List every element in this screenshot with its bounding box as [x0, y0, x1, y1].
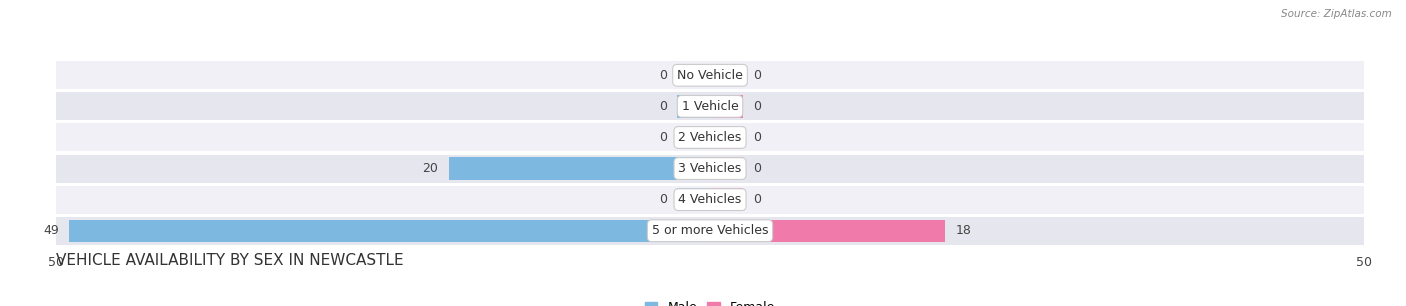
Text: 2 Vehicles: 2 Vehicles — [679, 131, 741, 144]
Text: 20: 20 — [422, 162, 439, 175]
Text: 49: 49 — [44, 224, 59, 237]
Text: 0: 0 — [659, 100, 666, 113]
Bar — [56, 155, 1364, 183]
Text: 1 Vehicle: 1 Vehicle — [682, 100, 738, 113]
Bar — [678, 64, 710, 87]
Text: 0: 0 — [659, 69, 666, 82]
Text: No Vehicle: No Vehicle — [678, 69, 742, 82]
Text: 0: 0 — [754, 193, 761, 206]
Legend: Male, Female: Male, Female — [640, 296, 780, 306]
Bar — [710, 188, 742, 211]
Bar — [710, 219, 945, 242]
Text: 0: 0 — [659, 131, 666, 144]
Bar — [710, 126, 742, 149]
Text: 0: 0 — [659, 193, 666, 206]
Text: 4 Vehicles: 4 Vehicles — [679, 193, 741, 206]
Text: 3 Vehicles: 3 Vehicles — [679, 162, 741, 175]
Text: Source: ZipAtlas.com: Source: ZipAtlas.com — [1281, 9, 1392, 19]
Bar — [56, 61, 1364, 89]
Text: 0: 0 — [754, 162, 761, 175]
Text: 5 or more Vehicles: 5 or more Vehicles — [652, 224, 768, 237]
Bar — [678, 95, 710, 118]
Bar — [710, 95, 742, 118]
Bar — [56, 186, 1364, 214]
Text: 0: 0 — [754, 69, 761, 82]
Bar — [56, 123, 1364, 151]
Bar — [56, 217, 1364, 245]
Bar — [678, 126, 710, 149]
Text: 18: 18 — [956, 224, 972, 237]
Bar — [449, 157, 710, 180]
Bar — [710, 157, 742, 180]
Bar — [678, 188, 710, 211]
Text: 0: 0 — [754, 100, 761, 113]
Text: 0: 0 — [754, 131, 761, 144]
Bar — [56, 92, 1364, 120]
Bar — [69, 219, 710, 242]
Text: VEHICLE AVAILABILITY BY SEX IN NEWCASTLE: VEHICLE AVAILABILITY BY SEX IN NEWCASTLE — [56, 253, 404, 268]
Bar — [710, 64, 742, 87]
